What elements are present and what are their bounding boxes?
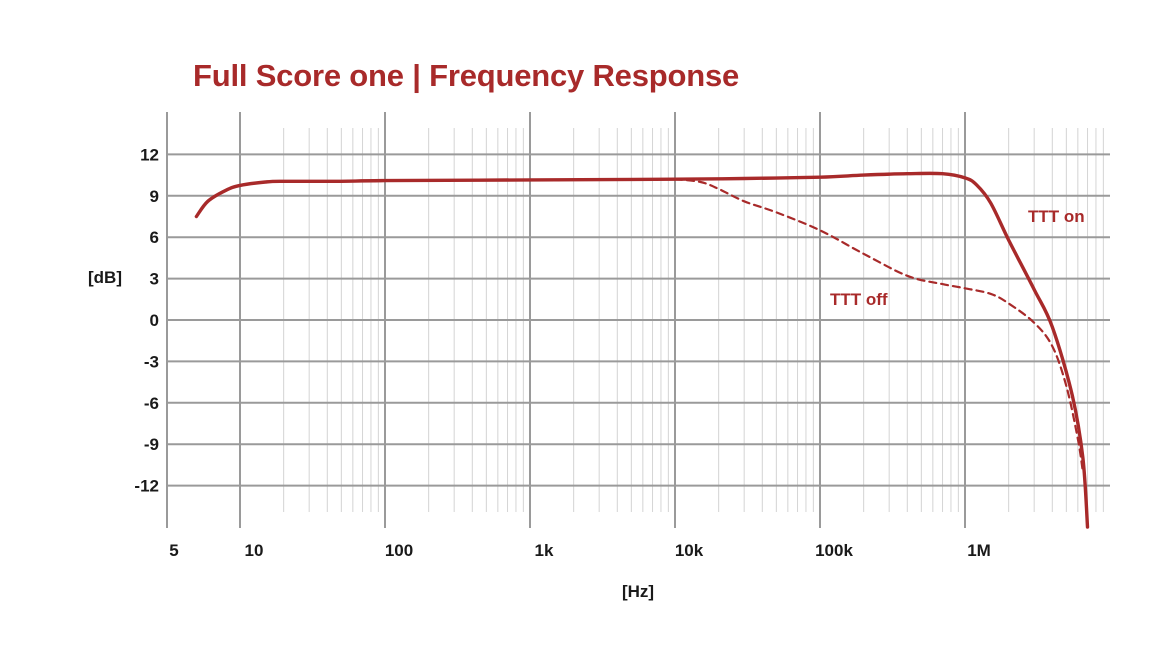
y-tick-label: -6 xyxy=(144,394,159,413)
y-tick-label: 6 xyxy=(150,228,159,247)
axis-labels: [Hz] [dB] xyxy=(88,268,654,601)
x-tick-label: 100k xyxy=(815,541,853,560)
y-tick-label: 0 xyxy=(150,311,159,330)
x-tick-label: 1k xyxy=(535,541,554,560)
series-line-ttt-off xyxy=(673,178,1084,473)
y-axis-label: [dB] xyxy=(88,268,122,287)
y-tick-label: -12 xyxy=(134,477,159,496)
x-tick-label: 10 xyxy=(245,541,264,560)
major-grid xyxy=(166,112,1110,528)
x-tick-label: 10k xyxy=(675,541,704,560)
x-tick-label: 100 xyxy=(385,541,413,560)
series-label: TTT off xyxy=(830,290,888,309)
y-tick-label: 9 xyxy=(150,187,159,206)
y-tick-label: 3 xyxy=(150,270,159,289)
series-layer: TTT on TTT off xyxy=(194,171,1090,529)
series-label: TTT on xyxy=(1028,207,1085,226)
y-tick-label: -9 xyxy=(144,435,159,454)
x-axis-label: [Hz] xyxy=(622,582,654,601)
chart-title: Full Score one | Frequency Response xyxy=(193,58,740,93)
x-tick-label: 1M xyxy=(967,541,991,560)
x-tick-label: 5 xyxy=(169,541,178,560)
y-tick-label: -3 xyxy=(144,352,159,371)
series-line-ttt-on xyxy=(194,171,1090,529)
tick-labels: 5 10 100 1k 10k 100k 1M 12 9 6 3 0 -3 -6 -9 -12 xyxy=(134,145,990,560)
y-tick-label: 12 xyxy=(140,145,159,164)
